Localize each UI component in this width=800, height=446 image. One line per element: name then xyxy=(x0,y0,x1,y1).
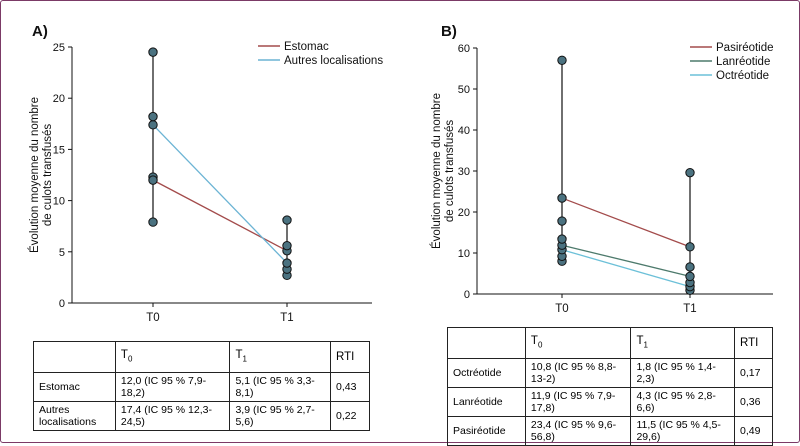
t0-value: 12,0 (IC 95 % 7,9-18,2) xyxy=(114,372,231,402)
table-b-header-t0: T0 xyxy=(524,327,632,359)
series-line xyxy=(561,197,691,248)
table-b: T0 T1 RTI Octréotide 10,8 (IC 95 % 8,8-1… xyxy=(447,327,773,446)
data-point xyxy=(557,193,567,203)
y-tick-label: 0 xyxy=(59,298,65,310)
table-b-header-empty xyxy=(447,327,526,359)
row-label: Octréotide xyxy=(447,358,526,388)
data-point xyxy=(148,111,158,122)
series-line xyxy=(561,244,691,278)
t1-value: 3,9 (IC 95 % 2,7-5,6) xyxy=(229,401,332,431)
legend-label: Pasiréotide xyxy=(716,42,774,54)
legend-label: Octréotide xyxy=(716,70,769,82)
data-point xyxy=(685,167,695,178)
data-point xyxy=(685,242,695,252)
legend-label: Autres localisations xyxy=(284,55,383,67)
t1-value: 5,1 (IC 95 % 3,3-8,1) xyxy=(229,372,332,402)
y-tick-label: 0 xyxy=(464,289,470,301)
panel-label: A) xyxy=(32,23,48,40)
data-point xyxy=(148,175,158,185)
table-b-header-row: T0 T1 RTI xyxy=(447,327,773,359)
data-point xyxy=(557,234,567,244)
rti-value: 0,22 xyxy=(330,401,370,431)
table-row: Octréotide 10,8 (IC 95 % 8,8-13-2) 1,8 (… xyxy=(447,358,773,388)
chart-panel-b: B) 0 10 20 30 40 50 60 T0 T1 Évolution moyenne du … xyxy=(430,23,774,315)
table-a-header-rti: RTI xyxy=(330,341,370,373)
table-row: Estomac 12,0 (IC 95 % 7,9-18,2) 5,1 (IC … xyxy=(33,372,370,402)
legend-label: Estomac xyxy=(284,41,329,53)
t0-value: 23,4 (IC 95 % 9,6-56,8) xyxy=(524,416,632,446)
x-tick-label: T1 xyxy=(683,303,696,315)
row-label: Lanréotide xyxy=(447,387,526,417)
table-a-header-empty xyxy=(33,341,116,373)
t0-value: 10,8 (IC 95 % 8,8-13-2) xyxy=(524,358,632,388)
rti-value: 0,17 xyxy=(734,358,773,388)
y-tick-label: 20 xyxy=(458,207,470,219)
panel-label: B) xyxy=(441,23,457,40)
data-point xyxy=(685,271,695,282)
data-point xyxy=(282,215,292,225)
chart-panel-a: A) 0 5 10 15 20 25 T0 T1 Évolution moyenne du nom… xyxy=(28,23,383,324)
t1-value: 1,8 (IC 95 % 1,4-2,3) xyxy=(630,358,736,388)
table-row: Lanréotide 11,9 (IC 95 % 7,9-17,8) 4,3 (… xyxy=(447,387,773,417)
series-line xyxy=(152,179,288,252)
y-axis-label: de culots transfusés xyxy=(444,120,456,223)
data-point xyxy=(148,217,158,227)
t1-value: 11,5 (IC 95 % 4,5-29,6) xyxy=(630,416,736,446)
y-tick-label: 30 xyxy=(458,166,470,178)
table-a-header-t1: T1 xyxy=(229,341,332,373)
t1-value: 4,3 (IC 95 % 2,8-6,6) xyxy=(630,387,736,417)
y-axis-label: Évolution moyenne du nombre xyxy=(28,97,41,253)
table-a-header-row: T0 T1 RTI xyxy=(33,341,370,373)
rti-value: 0,49 xyxy=(734,416,773,446)
x-tick-label: T0 xyxy=(555,303,568,315)
data-point xyxy=(148,120,158,130)
table-row: Autres localisations 17,4 (IC 95 % 12,3-… xyxy=(33,401,370,431)
t0-value: 17,4 (IC 95 % 12,3-24,5) xyxy=(114,401,231,431)
table-b-header-rti: RTI xyxy=(734,327,773,359)
data-point xyxy=(557,216,567,226)
rti-value: 0,36 xyxy=(734,387,773,417)
table-b-header-t1: T1 xyxy=(630,327,736,359)
x-tick-label: T0 xyxy=(146,312,159,324)
y-tick-label: 10 xyxy=(53,196,65,208)
data-point xyxy=(148,47,158,57)
legend-label: Lanréotide xyxy=(716,56,770,68)
t0-value: 11,9 (IC 95 % 7,9-17,8) xyxy=(524,387,632,417)
y-tick-label: 15 xyxy=(53,144,65,156)
y-axis-label: de culots transfusés xyxy=(42,124,54,227)
y-tick-label: 40 xyxy=(458,125,470,137)
x-tick-label: T1 xyxy=(280,312,293,324)
data-point xyxy=(282,258,292,268)
row-label: Pasiréotide xyxy=(447,416,526,446)
row-label: Estomac xyxy=(33,372,116,402)
y-tick-label: 60 xyxy=(458,43,470,55)
y-tick-label: 25 xyxy=(53,42,65,54)
series-line xyxy=(561,249,691,288)
rti-value: 0,43 xyxy=(330,372,370,402)
row-label: Autres localisations xyxy=(33,401,116,431)
y-tick-label: 50 xyxy=(458,84,470,96)
table-a: T0 T1 RTI Estomac 12,0 (IC 95 % 7,9-18,2… xyxy=(33,341,370,431)
data-point xyxy=(557,55,567,65)
y-tick-label: 10 xyxy=(458,248,470,260)
data-point xyxy=(282,240,292,251)
series-line xyxy=(152,124,288,264)
y-tick-label: 20 xyxy=(53,93,65,105)
y-axis-label: Évolution moyenne du nombre xyxy=(430,93,443,249)
table-row: Pasiréotide 23,4 (IC 95 % 9,6-56,8) 11,5… xyxy=(447,416,773,446)
y-tick-label: 5 xyxy=(59,247,65,259)
table-a-header-t0: T0 xyxy=(114,341,231,373)
data-point xyxy=(685,262,695,272)
